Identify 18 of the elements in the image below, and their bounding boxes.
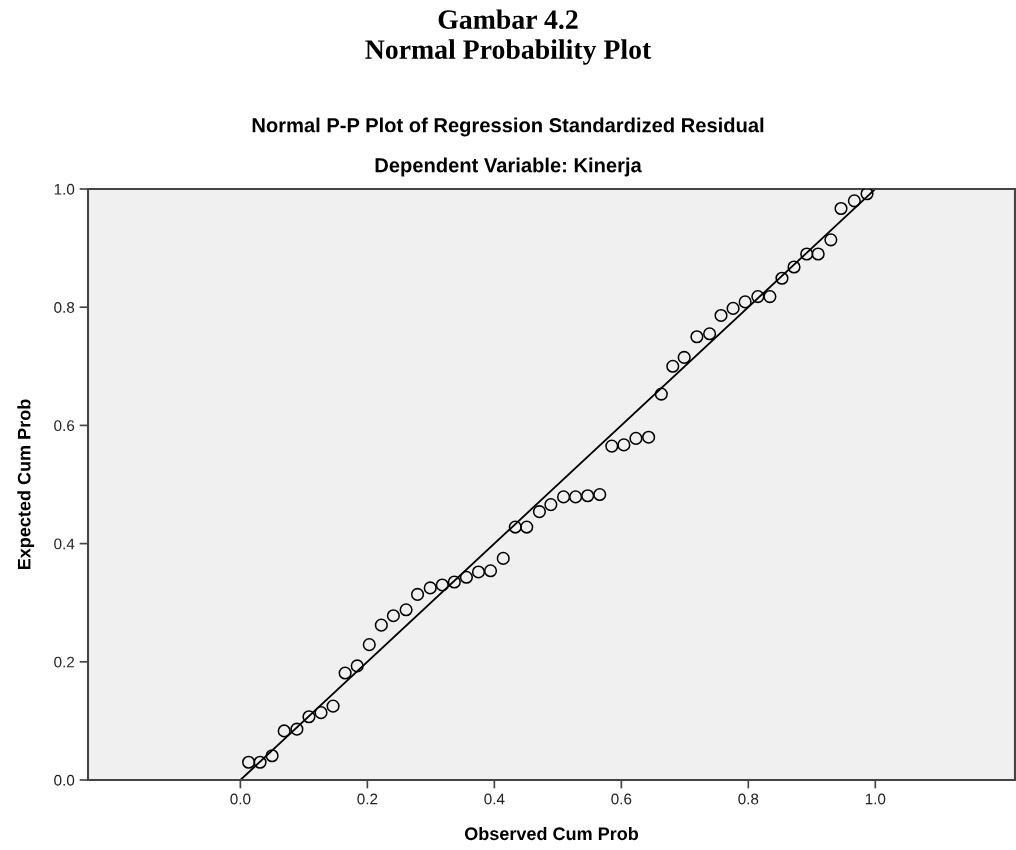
x-axis-title: Observed Cum Prob — [464, 826, 639, 841]
x-tick-label: 1.0 — [865, 793, 886, 805]
y-tick-label: 0.2 — [54, 656, 75, 668]
y-tick-label: 0.8 — [54, 302, 75, 313]
y-tick-label: 1.0 — [54, 183, 75, 195]
x-tick-label: 0.0 — [230, 793, 251, 805]
y-tick-label: 0.6 — [54, 420, 75, 432]
y-tick-label: 0.4 — [54, 538, 75, 550]
text: Normal Probability Plot — [365, 39, 652, 65]
x-tick-label: 0.8 — [738, 793, 759, 805]
chart-title: Normal P-P Plot of Regression Standardized Residual — [252, 117, 764, 137]
chart-subtitle: Dependent Variable: Kinerja — [375, 157, 642, 177]
x-tick-label: 0.6 — [611, 793, 632, 805]
y-tick-label: 0.0 — [54, 774, 75, 786]
y-axis-title: Expected Cum Prob — [17, 399, 35, 570]
text: Gambar 4.2 — [438, 9, 578, 30]
x-tick-label: 0.4 — [484, 793, 505, 805]
x-tick-label: 0.2 — [357, 793, 378, 805]
